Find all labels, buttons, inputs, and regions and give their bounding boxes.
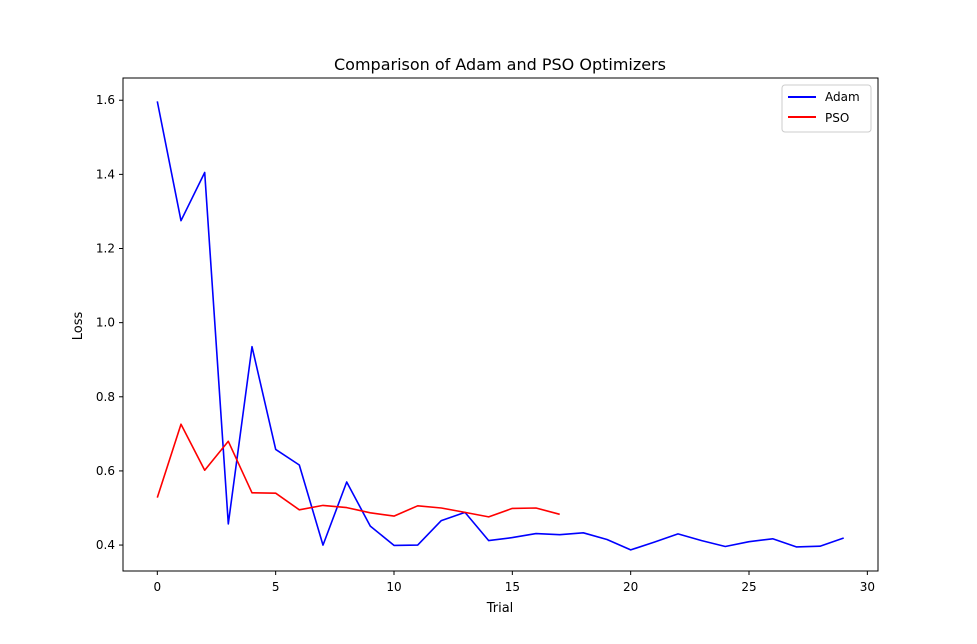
chart-title: Comparison of Adam and PSO Optimizers [334,55,666,74]
x-tick-label: 30 [860,580,875,594]
x-tick-label: 0 [153,580,161,594]
y-axis-label: Loss [71,312,86,341]
legend-label-pso: PSO [825,111,849,125]
x-tick-label: 15 [505,580,520,594]
axes-frame [122,77,879,572]
y-axis-ticks: 0.4 0.6 0.8 1.0 1.2 1.4 1.6 [96,93,123,552]
series-lines [156,101,844,551]
y-tick-label: 1.4 [96,167,115,181]
x-tick-label: 20 [623,580,638,594]
y-tick-label: 0.4 [96,538,115,552]
x-tick-label: 10 [386,580,401,594]
legend: Adam PSO [781,84,872,133]
x-axis-ticks: 0 5 10 15 20 25 30 [153,571,875,594]
plot-area [122,77,879,572]
x-axis-label: Trial [486,601,514,616]
legend-label-adam: Adam [825,90,860,104]
y-tick-label: 0.6 [96,464,115,478]
y-tick-label: 0.8 [96,390,115,404]
x-tick-label: 25 [741,580,756,594]
series-line-adam [156,101,844,551]
y-tick-label: 1.6 [96,93,115,107]
y-tick-label: 1.0 [96,316,115,330]
x-tick-label: 5 [272,580,280,594]
series-line-pso [156,423,560,518]
y-tick-label: 1.2 [96,242,115,256]
